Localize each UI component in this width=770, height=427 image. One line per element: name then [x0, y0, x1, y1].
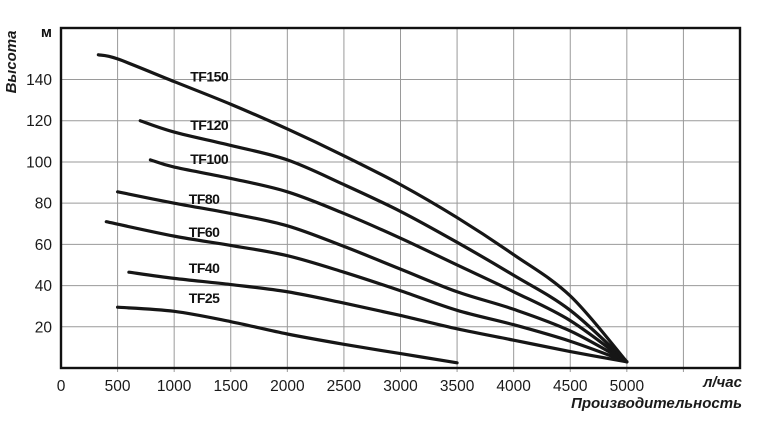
curve-TF100: [148, 158, 629, 364]
x-tick-label: 3500: [440, 378, 475, 395]
x-tick-label: 4500: [553, 378, 588, 395]
x-tick-label: 0: [57, 378, 66, 395]
x-tick-label: 1500: [214, 378, 249, 395]
y-tick-label: 60: [35, 237, 53, 254]
x-axis-name: Производительность: [571, 395, 742, 412]
x-tick-label: 3000: [383, 378, 418, 395]
series-label-TF150: TF150: [190, 68, 229, 84]
x-tick-label: 4000: [496, 378, 531, 395]
x-tick-label: 2000: [270, 378, 305, 395]
curve-TF25: [115, 305, 459, 365]
series-label-TF60: TF60: [189, 224, 220, 240]
curve-TF40: [127, 270, 629, 364]
plot-frame: [59, 26, 742, 370]
y-tick-label: 20: [35, 319, 53, 336]
y-tick-label: 40: [35, 278, 53, 295]
series-label-TF40: TF40: [189, 260, 220, 276]
series-label-TF25: TF25: [189, 290, 220, 306]
y-tick-label: 140: [26, 72, 52, 89]
series-label-TF100: TF100: [190, 151, 229, 167]
x-tick-label: 5000: [610, 378, 645, 395]
x-tick-label: 500: [105, 378, 131, 395]
curve-TF150: [96, 53, 629, 364]
y-tick-label: 120: [26, 113, 52, 130]
curve-TF80: [115, 190, 629, 364]
y-tick-label: 100: [26, 154, 52, 171]
x-tick-label: 2500: [327, 378, 362, 395]
curve-TF120: [138, 119, 629, 364]
x-tick-label: 1000: [157, 378, 192, 395]
series-label-TF80: TF80: [189, 191, 220, 207]
y-axis-unit-label: м: [40, 24, 52, 41]
curve-TF60: [104, 220, 629, 364]
y-tick-label: 80: [35, 196, 53, 213]
series-label-TF120: TF120: [190, 117, 229, 133]
x-axis-unit-label: л/час: [703, 374, 742, 391]
